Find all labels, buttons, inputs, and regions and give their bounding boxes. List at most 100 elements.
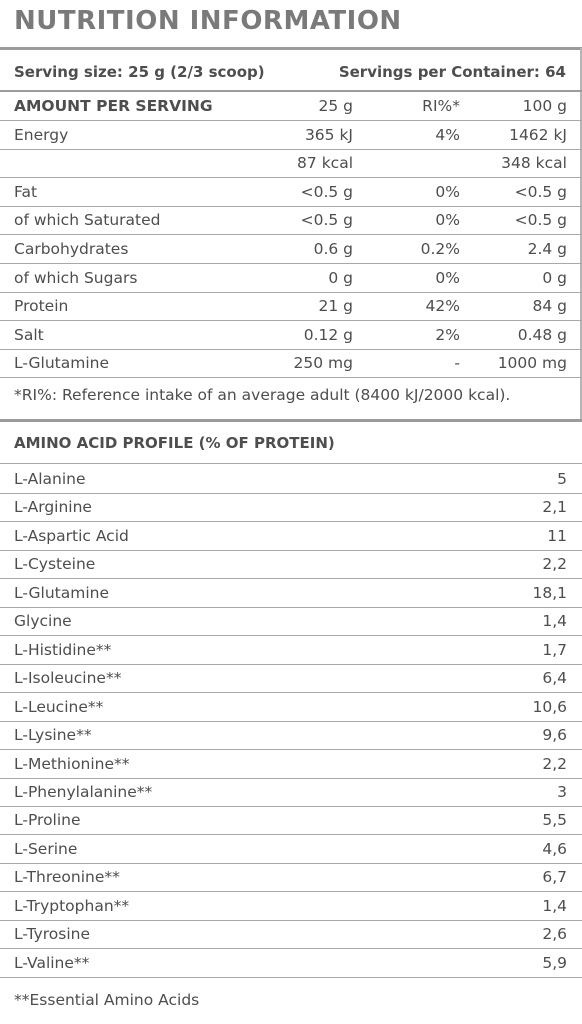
- nutrition-cell: of which Saturated: [14, 211, 161, 230]
- row-divider: [0, 320, 582, 321]
- row-divider: [0, 234, 582, 235]
- amino-acid-title: AMINO ACID PROFILE (% OF PROTEIN): [14, 434, 335, 452]
- amino-acid-name: L-Proline: [14, 811, 81, 830]
- amino-acid-name: L-Phenylalanine**: [14, 782, 153, 801]
- row-divider: [0, 977, 582, 978]
- amino-acid-name: Glycine: [14, 612, 72, 631]
- row-divider: [0, 578, 582, 579]
- nutrition-cell: 0 g: [542, 268, 567, 287]
- row-divider: [0, 607, 582, 608]
- section-divider: [0, 419, 582, 422]
- amino-acid-row: L-Histidine** 1,7: [0, 636, 582, 664]
- nutrition-row: of which Saturated <0.5 g 0% <0.5 g: [0, 206, 582, 234]
- nutrition-cell: -: [454, 354, 460, 373]
- row-divider: [0, 377, 582, 378]
- nutrition-row: Protein 21 g 42% 84 g: [0, 292, 582, 320]
- nutrition-row: Salt 0.12 g 2% 0.48 g: [0, 321, 582, 349]
- amino-acid-row: L-Isoleucine** 6,4: [0, 664, 582, 692]
- row-divider: [0, 806, 582, 807]
- amino-acid-row: L-Tryptophan** 1,4: [0, 892, 582, 920]
- nutrition-cell: 365 kJ: [304, 125, 353, 144]
- row-divider: [0, 550, 582, 551]
- amino-acid-name: L-Methionine**: [14, 754, 130, 773]
- amino-acid-value: 2,2: [542, 754, 567, 773]
- nutrition-row: Carbohydrates 0.6 g 0.2% 2.4 g: [0, 235, 582, 263]
- amino-acid-value: 11: [547, 526, 567, 545]
- row-divider: [0, 664, 582, 665]
- nutrition-cell: 2%: [435, 325, 460, 344]
- amino-acid-value: 1,7: [542, 640, 567, 659]
- nutrition-cell: 87 kcal: [297, 154, 353, 173]
- essential-note: **Essential Amino Acids: [14, 991, 200, 1009]
- amino-acid-value: 2,1: [542, 498, 567, 517]
- title-divider: [0, 47, 582, 50]
- nutrition-cell: <0.5 g: [300, 211, 353, 230]
- row-divider: [0, 749, 582, 750]
- nutrition-cell: L-Glutamine: [14, 354, 110, 373]
- nutrition-cell: 250 mg: [293, 354, 353, 373]
- nutrition-cell: 84 g: [532, 297, 568, 316]
- amino-acid-value: 1,4: [542, 612, 567, 631]
- row-divider: [0, 149, 582, 150]
- amino-acid-name: L-Serine: [14, 839, 78, 858]
- amino-acid-name: L-Glutamine: [14, 583, 110, 602]
- amino-acid-name: L-Alanine: [14, 470, 86, 488]
- nutrition-row: L-Glutamine 250 mg - 1000 mg: [0, 349, 582, 377]
- nutrition-cell: Salt: [14, 325, 44, 344]
- nutrition-row: 87 kcal 348 kcal: [0, 149, 582, 177]
- row-divider: [0, 863, 582, 864]
- nutrition-cell: <0.5 g: [514, 211, 567, 230]
- nutrition-cell: 2.4 g: [527, 240, 567, 258]
- amino-acid-name: L-Tryptophan**: [14, 896, 130, 915]
- row-divider: [0, 920, 582, 921]
- amino-acid-row: L-Serine 4,6: [0, 835, 582, 863]
- nutrition-cell: Protein: [14, 297, 69, 316]
- amino-acid-name: L-Cysteine: [14, 555, 96, 574]
- nutrition-row: Energy 365 kJ 4% 1462 kJ: [0, 121, 582, 149]
- nutrition-cell: <0.5 g: [514, 182, 567, 201]
- row-divider: [0, 891, 582, 892]
- nutrition-cell: 1000 mg: [497, 354, 567, 373]
- row-divider: [0, 263, 582, 264]
- amino-acid-row: L-Lysine** 9,6: [0, 721, 582, 749]
- amino-acid-name: L-Tyrosine: [14, 925, 91, 944]
- amino-acid-row: L-Valine** 5,9: [0, 949, 582, 977]
- amino-acid-value: 4,6: [542, 839, 567, 858]
- nutrition-cell: of which Sugars: [14, 268, 138, 287]
- nutrition-cell: 0%: [435, 211, 460, 230]
- serving-size: Serving size: 25 g (2/3 scoop): [14, 63, 265, 81]
- row-divider: [0, 692, 582, 693]
- amino-acid-name: L-Leucine**: [14, 697, 104, 716]
- amino-acid-value: 2,6: [542, 925, 567, 944]
- amino-acid-row: L-Leucine** 10,6: [0, 693, 582, 721]
- amino-acid-row: L-Alanine 5: [0, 465, 582, 493]
- nutrition-cell: 0 g: [328, 268, 353, 287]
- amino-acid-name: L-Lysine**: [14, 726, 92, 745]
- nutrition-cell: 1462 kJ: [509, 125, 567, 144]
- row-divider: [0, 177, 582, 178]
- amino-acid-value: 18,1: [532, 583, 567, 602]
- nutrition-row: of which Sugars 0 g 0% 0 g: [0, 264, 582, 292]
- nutrition-row: Fat <0.5 g 0% <0.5 g: [0, 178, 582, 206]
- amino-acid-value: 5,5: [542, 811, 567, 830]
- amino-acid-value: 1,4: [542, 896, 567, 915]
- nutrition-cell: 0.6 g: [313, 240, 353, 258]
- nutrition-cell: 0.12 g: [303, 325, 353, 344]
- amino-acid-name: L-Isoleucine**: [14, 669, 122, 688]
- amino-acid-value: 10,6: [532, 697, 567, 716]
- row-divider: [0, 206, 582, 207]
- ri-note: *RI%: Reference intake of an average adu…: [14, 386, 511, 404]
- nutrition-cell: Carbohydrates: [14, 240, 129, 258]
- amino-acid-row: L-Arginine 2,1: [0, 493, 582, 521]
- row-divider: [0, 948, 582, 949]
- servings-per-container: Servings per Container: 64: [338, 63, 566, 81]
- nutrition-header-row: AMOUNT PER SERVING 25 g RI%* 100 g: [0, 92, 582, 120]
- amino-acid-value: 9,6: [542, 726, 567, 745]
- amino-acid-value: 6,4: [542, 669, 567, 688]
- nutrition-cell: 4%: [435, 125, 460, 144]
- amino-acid-name: L-Threonine**: [14, 868, 120, 887]
- nutrition-header-cell: 25 g: [318, 97, 354, 115]
- row-divider: [0, 120, 582, 121]
- row-divider: [0, 521, 582, 522]
- row-divider: [0, 834, 582, 835]
